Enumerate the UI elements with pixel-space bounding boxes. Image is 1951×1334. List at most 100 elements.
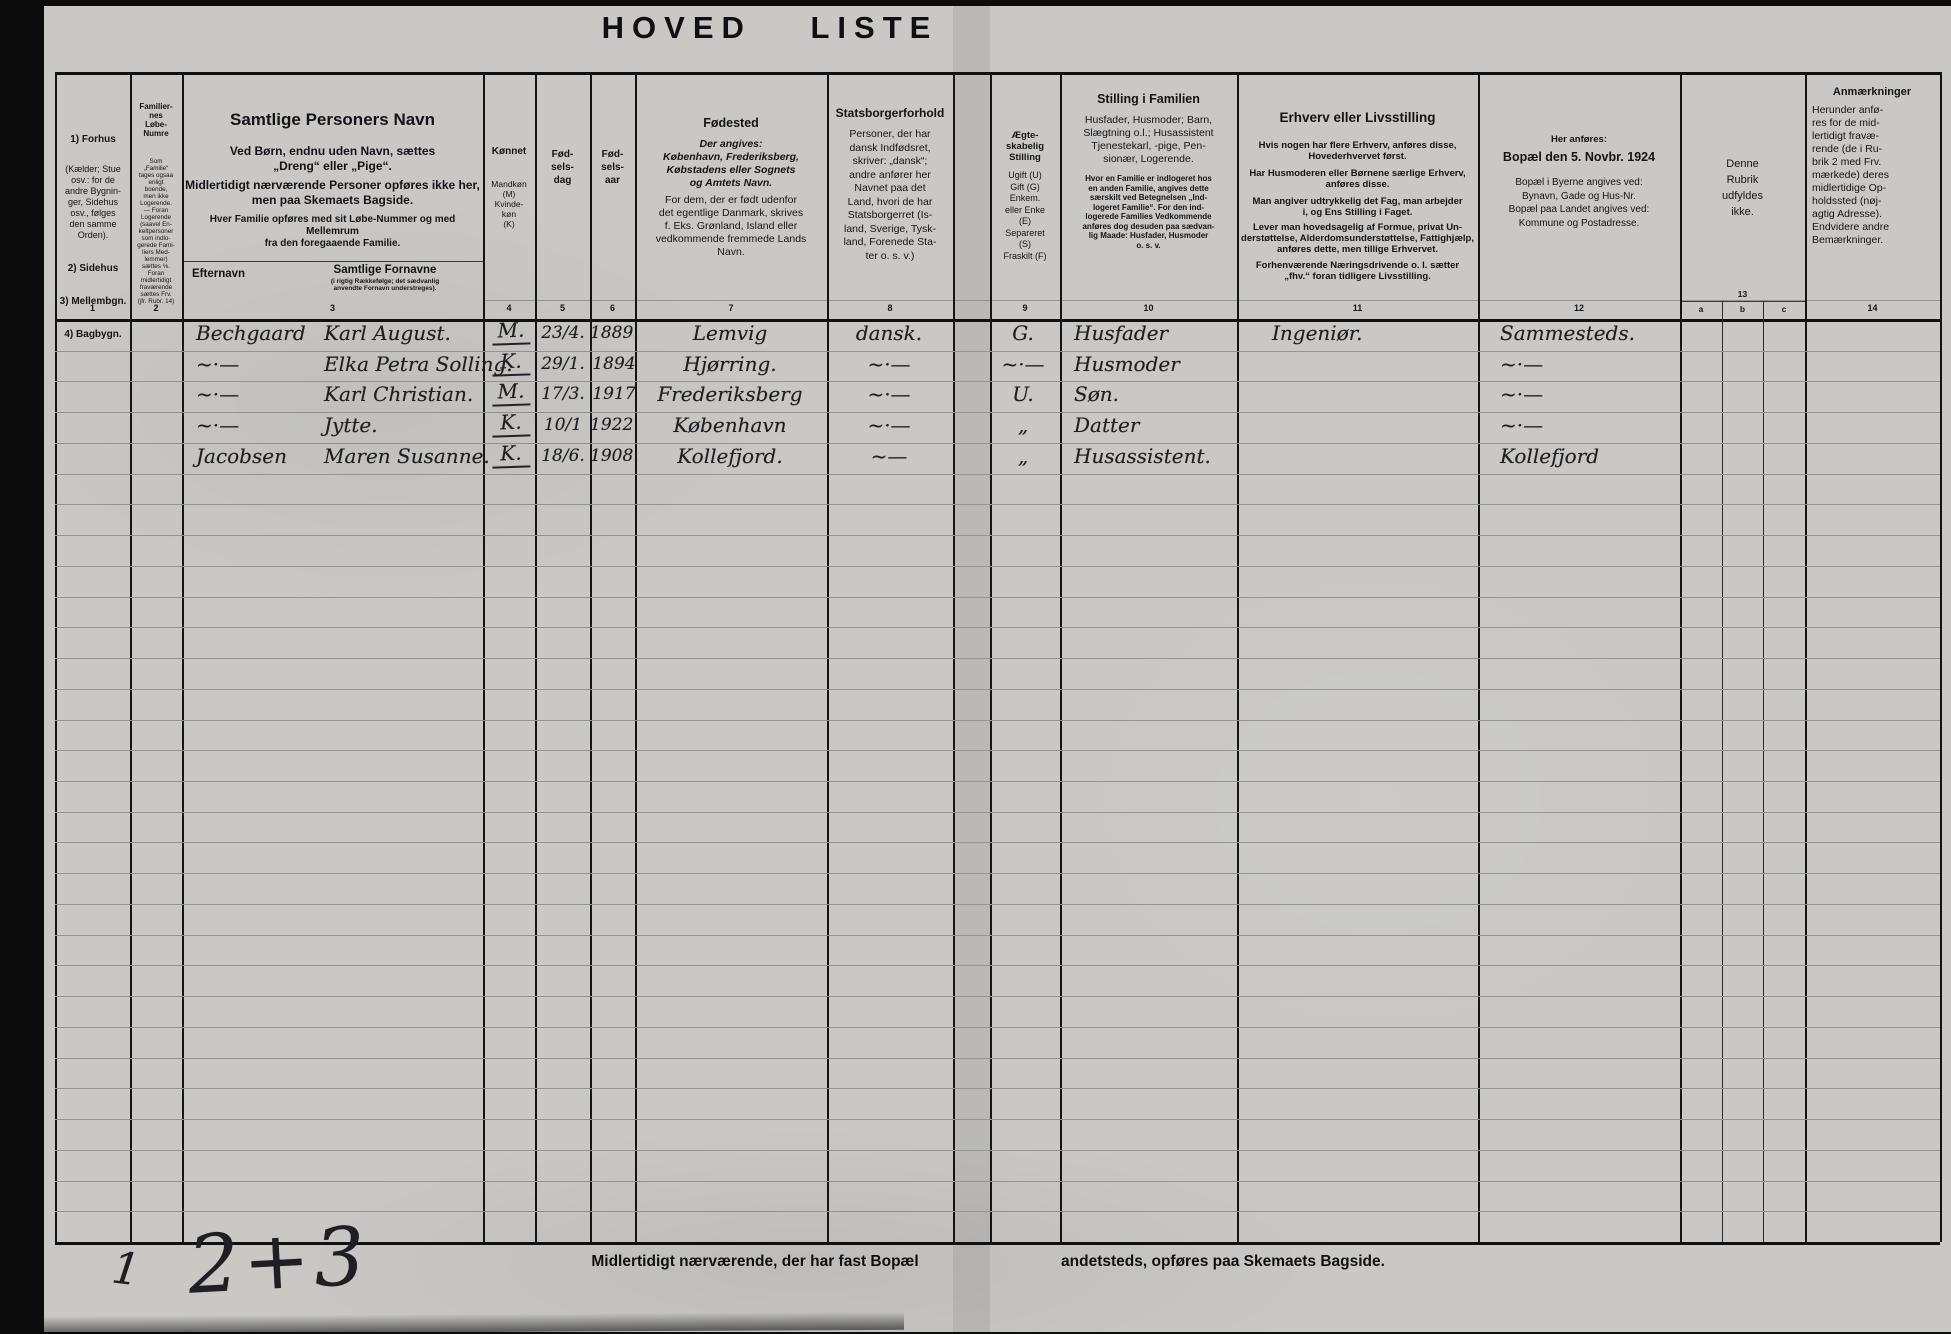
cell-sex: M. [491, 378, 531, 408]
table-bottom-border [55, 1242, 1940, 1245]
cell-family-position: Husassistent. [1074, 443, 1211, 468]
header-building-item1: 1) Forhus [70, 134, 116, 145]
grid-line [55, 842, 1940, 844]
grid-line [55, 780, 1940, 782]
column-header-rubric: Denne Rubrik udfyldes ikke. [1722, 158, 1763, 218]
col-number-4: 4 [506, 303, 512, 313]
col-number-12: 12 [1573, 303, 1584, 313]
cell-residence: Kollefjord [1500, 443, 1600, 468]
grid-line [1763, 301, 1764, 1242]
column-header-birthplace-title: Fødested [703, 116, 759, 130]
col-number-2: 2 [153, 303, 159, 313]
col-number-8: 8 [887, 303, 893, 313]
cell-birthplace: Lemvig [692, 321, 768, 345]
header-citizenship-body: Personer, der har dansk Indfødsret, skri… [843, 128, 937, 262]
grid-line [55, 627, 1940, 629]
header-birthplace-body: Der angives: København, Frederiksberg, K… [663, 138, 799, 189]
cell-citizenship: ~·— [867, 351, 911, 376]
record-row: ~·— Elka Petra Solling. K. 29/1. 1894 Hj… [0, 348, 1951, 382]
grid-line [55, 1026, 1940, 1028]
header-names-line1: Ved Børn, endnu uden Navn, sættes „Dreng… [229, 144, 436, 173]
cell-firstnames: Karl Christian. [324, 382, 474, 407]
footer-note-left: Midlertidigt nærværende, der har fast Bo… [591, 1253, 919, 1270]
col-number-13a: a [1698, 304, 1704, 314]
grid-line [55, 750, 1940, 752]
cell-sex: K. [491, 440, 531, 469]
header-occupation-p2: Har Husmoderen eller Børnene særlige Erh… [1249, 168, 1466, 190]
cell-surname: ~·— [196, 413, 240, 438]
cell-marital-status: „ [1017, 413, 1029, 438]
grid-line [55, 1088, 1940, 1090]
column-header-building: 1) Forhus (Kælder; Stue osv.: for de and… [57, 116, 129, 359]
header-occupation-p5: Forhenværende Næringsdrivende o. l. sætt… [1255, 260, 1460, 282]
cell-birthplace: Kollefjord. [677, 443, 783, 468]
grid-line [535, 72, 537, 1242]
cell-citizenship: dansk. [855, 321, 923, 345]
grid-line [55, 934, 1940, 936]
column-header-residence-title: Bopæl den 5. Novbr. 1924 [1502, 150, 1656, 164]
header-firstnames-label: Samtlige Fornavne [333, 264, 437, 276]
grid-line [55, 811, 1940, 813]
header-occupation-p4: Lever man hovedsagelig af Formue, privat… [1241, 222, 1474, 255]
cell-residence: Sammesteds. [1500, 321, 1635, 345]
record-row: ~·— Karl Christian. M. 17/3. 1917 Freder… [0, 378, 1951, 412]
cell-family-position: Datter [1074, 413, 1140, 438]
handwritten-tally-large: 2+3 [185, 1209, 372, 1312]
col13-sub-divider [1681, 301, 1805, 302]
grid-line [55, 965, 1940, 967]
header-surname-label: Efternavn [192, 268, 246, 280]
grid-line [55, 442, 1940, 444]
cell-surname: ~·— [196, 351, 240, 376]
header-sex-title: Kønnet [491, 146, 527, 157]
grid-line [1940, 72, 1942, 1242]
cell-residence: ~·— [1500, 382, 1544, 407]
grid-line [55, 565, 1940, 567]
grid-line [55, 658, 1940, 660]
column-header-names-title: Samtlige Personers Navn [229, 110, 436, 129]
grid-line [55, 350, 1940, 352]
grid-line [1237, 72, 1239, 1242]
col-number-13c: c [1781, 304, 1787, 314]
cell-sex: K. [491, 409, 531, 438]
cell-birthyear: 1922. [590, 415, 639, 436]
column-header-citizenship-title: Statsborgerforhold [835, 106, 945, 120]
column-header-birthyear: Fød- sels- aar [601, 149, 624, 186]
header-bottom-border [55, 319, 1940, 322]
grid-line [130, 72, 132, 1242]
grid-line [55, 903, 1940, 905]
header-birthplace-body2: For dem, der er født udenfor det egentli… [655, 194, 807, 258]
grid-line [182, 72, 184, 1242]
col-number-7: 7 [728, 303, 734, 313]
grid-line [55, 1211, 1940, 1213]
cell-family-position: Husfader [1074, 321, 1169, 345]
cell-surname: Bechgaard [196, 321, 306, 345]
header-family-position-body: Husfader, Husmoder; Barn, Slægtning o.l.… [1083, 114, 1214, 165]
header-family-position-note: Hvor en Familie er indlogeret hos en and… [1082, 174, 1215, 250]
header-sex-body: Mandkøn (M) Kvinde- køn (K) [491, 179, 527, 229]
grid-line [55, 596, 1940, 598]
cell-sex: M. [491, 317, 531, 346]
grid-line [55, 996, 1940, 998]
cell-surname: Jacobsen [196, 443, 287, 468]
cell-birthday: 23/4. [541, 323, 585, 343]
col-number-1: 1 [89, 303, 95, 313]
grid-line [55, 1119, 1940, 1121]
grid-line [55, 412, 1940, 414]
cell-birthplace: København [673, 413, 787, 438]
cell-birthyear: 1908. [590, 445, 639, 466]
cell-firstnames: Karl August. [324, 321, 451, 345]
cell-birthday: 17/3. [541, 384, 585, 405]
cell-birthday: 10/1 [543, 415, 583, 436]
grid-line [55, 381, 1940, 383]
grid-line [590, 72, 592, 1242]
col-number-10: 10 [1143, 303, 1154, 313]
grid-line [1722, 301, 1723, 1242]
cell-marital-status: G. [1012, 321, 1034, 345]
cell-birthday: 18/6. [541, 445, 585, 466]
cell-firstnames: Jytte. [324, 413, 378, 438]
record-row: Bechgaard Karl August. M. 23/4. 1889. Le… [0, 317, 1951, 351]
column-header-remarks-title: Anmærkninger [1832, 86, 1912, 98]
header-occupation-p1: Hvis nogen har flere Erhverv, anføres di… [1258, 140, 1457, 162]
grid-line [635, 72, 637, 1242]
